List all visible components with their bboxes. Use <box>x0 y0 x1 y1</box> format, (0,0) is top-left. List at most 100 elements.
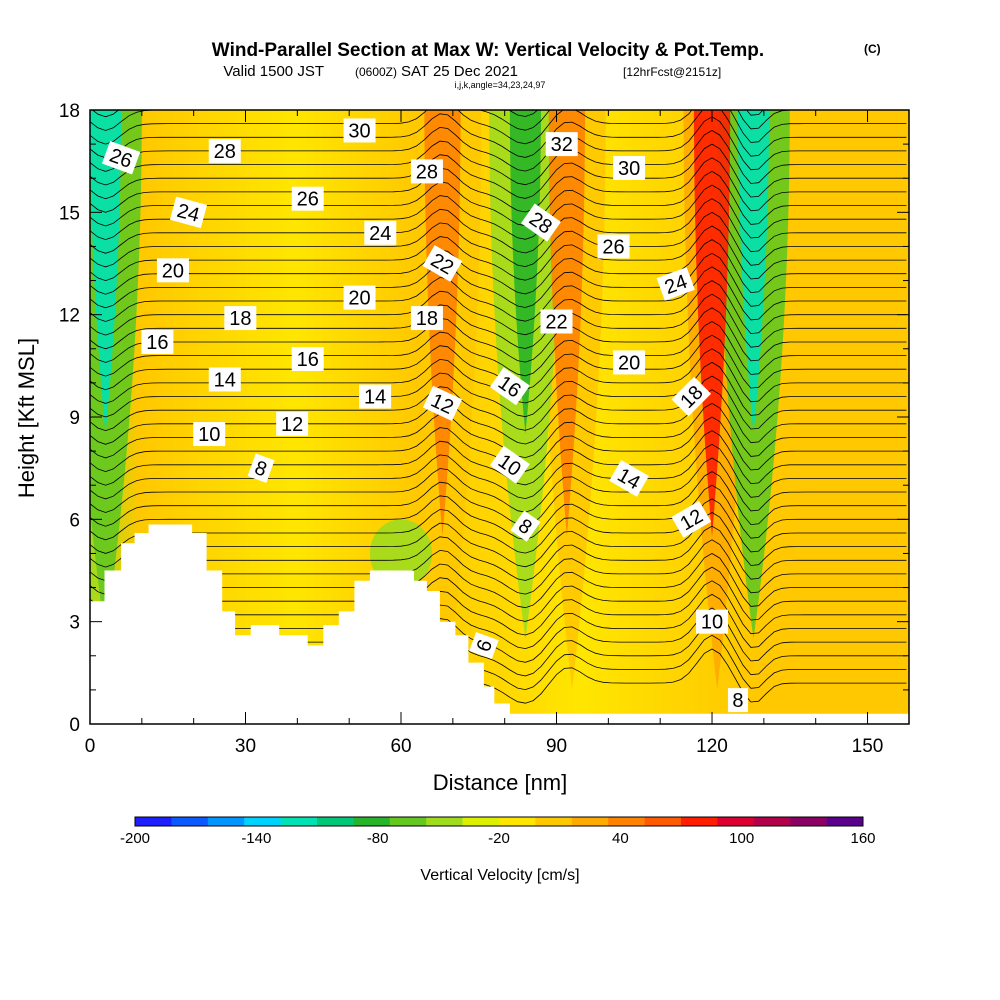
isentrope-line <box>90 498 907 554</box>
isentrope-label-text: 18 <box>416 308 438 330</box>
isentrope-line <box>90 321 907 377</box>
axis-ticks <box>89 109 909 725</box>
isentrope-label-box <box>510 510 541 542</box>
x-tick-label: 120 <box>696 736 728 757</box>
isentrope-line <box>90 157 907 213</box>
downdraft-core-0 <box>90 110 122 435</box>
isentrope-label-text: 10 <box>198 424 220 446</box>
colorbar-swatch <box>280 817 318 826</box>
isentrope-label: 32 <box>545 132 578 157</box>
colorbar-swatch <box>426 817 463 826</box>
isentrope-label-box <box>410 159 443 184</box>
isentrope-label-box <box>540 309 573 334</box>
forecast-info: [12hrFcst@2151z] <box>623 65 721 79</box>
isentrope-label-text: 12 <box>281 414 303 436</box>
isentrope-label-text: 26 <box>297 189 319 211</box>
colorbar-swatch <box>207 817 245 826</box>
isentrope-lines <box>90 110 907 704</box>
x-tick-label: 150 <box>852 736 884 757</box>
isentrope-label-box <box>410 306 443 331</box>
y-tick-label: 0 <box>69 715 80 736</box>
isentrope-label: 28 <box>410 159 443 184</box>
velocity-shading <box>90 110 790 690</box>
x-tick-label: 30 <box>235 736 256 757</box>
isentrope-label-text: 30 <box>618 158 640 180</box>
isentrope-line <box>90 389 907 445</box>
isentrope-label-box <box>359 384 392 409</box>
colorbar-swatch <box>571 817 609 826</box>
isentrope-line <box>90 566 907 623</box>
isentrope-line <box>90 443 907 500</box>
y-tick-label: 6 <box>69 510 80 531</box>
isentrope-label-text: 26 <box>602 236 624 258</box>
isentrope-line <box>90 211 907 268</box>
isentrope-label-text: 16 <box>297 349 319 371</box>
isentrope-label-box <box>727 688 748 713</box>
isentrope-label-text: 18 <box>229 308 251 330</box>
colorbar-tick-label: 160 <box>850 830 875 847</box>
axis-tick-labels: 0 30 60 90 120 150 0 3 6 9 12 15 18 <box>59 101 884 757</box>
isentrope-line <box>90 402 907 459</box>
isentrope-label-box <box>597 234 630 259</box>
valid-time-prefix: Valid 1500 JST <box>223 63 324 80</box>
isentrope-label: 10 <box>696 609 729 634</box>
y-tick-label: 3 <box>69 613 80 634</box>
colorbar-frame <box>134 816 864 827</box>
isentrope-label-text: 20 <box>162 260 184 282</box>
isentrope-label-text: 30 <box>348 120 370 142</box>
isentrope-label-box <box>291 347 324 372</box>
colorbar-swatch <box>244 817 281 826</box>
isentrope-label-text: 14 <box>364 387 386 409</box>
isentrope-line <box>90 225 907 282</box>
isentrope-label: 22 <box>540 309 573 334</box>
isentrope-label-box <box>422 385 463 421</box>
isentrope-label-text: 8 <box>732 690 743 712</box>
isentrope-label-text: 20 <box>348 288 370 310</box>
colorbar-swatch <box>644 817 682 826</box>
isentrope-label: 6 <box>469 632 499 660</box>
isentrope-label-box <box>291 186 324 211</box>
isentrope-label: 10 <box>193 422 226 447</box>
colorbar-tick-label: 100 <box>729 830 754 847</box>
isentrope-label-box <box>609 460 649 497</box>
isentrope-label-text: 28 <box>214 141 236 163</box>
isentrope-line <box>90 375 907 432</box>
isentrope-label: 26 <box>597 234 630 259</box>
colorbar-tick-label: -140 <box>241 830 271 847</box>
isentrope-label-box <box>696 609 729 634</box>
isentrope-line <box>90 361 907 418</box>
isentrope-line <box>90 143 907 200</box>
isentrope-line <box>90 252 907 309</box>
isentrope-label-box <box>208 138 241 163</box>
isentrope-line <box>90 110 907 145</box>
isentrope-label: 12 <box>422 385 463 421</box>
isentrope-label: 20 <box>156 258 189 283</box>
isentrope-line <box>90 430 907 486</box>
isentrope-label: 16 <box>141 329 174 354</box>
isentrope-label-box <box>247 453 275 483</box>
isentrope-line <box>90 130 907 186</box>
colorbar-swatch <box>753 817 791 826</box>
colorbar-swatch <box>353 817 391 826</box>
y-tick-label: 12 <box>59 306 80 327</box>
isentrope-line <box>90 198 907 254</box>
isentrope-label-box <box>224 306 257 331</box>
isentrope-label: 30 <box>343 118 376 143</box>
isentrope-label-box <box>208 367 241 392</box>
isentrope-line <box>90 110 907 131</box>
isentrope-line <box>90 307 907 363</box>
y-tick-label: 9 <box>69 408 80 429</box>
colorbar-swatch <box>535 817 573 826</box>
isentrope-label-text: 10 <box>701 612 723 634</box>
isentrope-label-box <box>364 220 397 245</box>
colorbar: -200 -140 -80 -20 40 100 160 <box>120 816 876 847</box>
colorbar-swatch <box>317 817 354 826</box>
colorbar-tick-label: -20 <box>488 830 510 847</box>
isentrope-line <box>90 184 907 241</box>
isentrope-line <box>90 553 907 609</box>
isentrope-label: 14 <box>208 367 241 392</box>
valid-date: SAT 25 Dec 2021 <box>401 63 518 80</box>
chart-title: Wind-Parallel Section at Max W: Vertical… <box>212 40 764 61</box>
